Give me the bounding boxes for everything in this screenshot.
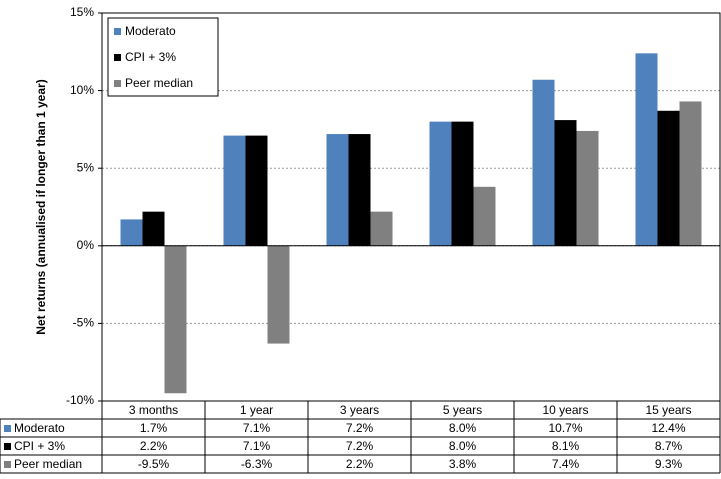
x-tick-label: 10 years — [542, 403, 588, 417]
bar — [267, 245, 290, 344]
table-value: 8.0% — [449, 439, 477, 453]
bar — [326, 134, 349, 246]
y-tick-label: -5% — [73, 316, 95, 330]
table-row-label: CPI + 3% — [14, 439, 65, 453]
table-value: 7.2% — [346, 439, 374, 453]
table-value: 7.2% — [346, 421, 374, 435]
legend-label: CPI + 3% — [125, 50, 176, 64]
y-tick-label: -10% — [66, 393, 94, 407]
legend-swatch — [114, 54, 121, 61]
bar — [635, 53, 658, 246]
bar — [576, 130, 599, 246]
x-tick-label: 5 years — [443, 403, 482, 417]
bar — [120, 219, 143, 246]
table-value: 2.2% — [346, 457, 374, 471]
x-tick-label: 3 months — [129, 403, 178, 417]
table-value: 8.1% — [552, 439, 580, 453]
bar — [657, 110, 680, 246]
x-tick-label: 3 years — [340, 403, 379, 417]
bar — [348, 134, 371, 246]
table-row-label: Peer median — [14, 457, 82, 471]
table-value: 7.4% — [552, 457, 580, 471]
table-value: 2.2% — [140, 439, 168, 453]
table-value: 1.7% — [140, 421, 168, 435]
bar — [429, 121, 452, 246]
table-value: -6.3% — [241, 457, 273, 471]
table-value: -9.5% — [138, 457, 170, 471]
table-value: 12.4% — [651, 421, 685, 435]
y-tick-label: 0% — [77, 238, 95, 252]
table-value: 8.7% — [655, 439, 683, 453]
y-axis-label: Net returns (annualised if longer than 1… — [34, 79, 48, 334]
table-swatch — [4, 461, 11, 468]
legend-box — [107, 17, 219, 97]
bar — [473, 186, 496, 246]
legend-label: Moderato — [125, 24, 176, 38]
table-swatch — [4, 443, 11, 450]
bar — [554, 120, 577, 246]
y-tick-label: 5% — [77, 160, 95, 174]
table-row-label: Moderato — [14, 421, 65, 435]
table-value: 3.8% — [449, 457, 477, 471]
legend-swatch — [114, 28, 121, 35]
x-tick-label: 1 year — [240, 403, 273, 417]
bar — [223, 135, 246, 246]
bar — [679, 101, 702, 246]
x-tick-label: 15 years — [645, 403, 691, 417]
bar — [532, 79, 555, 246]
bar — [142, 211, 165, 246]
y-tick-label: 15% — [70, 5, 94, 19]
table-value: 7.1% — [243, 421, 271, 435]
bar — [370, 211, 393, 246]
bar — [245, 135, 268, 246]
legend-label: Peer median — [125, 76, 193, 90]
bar — [164, 245, 187, 394]
table-value: 7.1% — [243, 439, 271, 453]
legend-swatch — [114, 80, 121, 87]
table-swatch — [4, 425, 11, 432]
y-tick-label: 10% — [70, 83, 94, 97]
table-value: 9.3% — [655, 457, 683, 471]
table-value: 8.0% — [449, 421, 477, 435]
table-value: 10.7% — [548, 421, 582, 435]
bar — [451, 121, 474, 246]
